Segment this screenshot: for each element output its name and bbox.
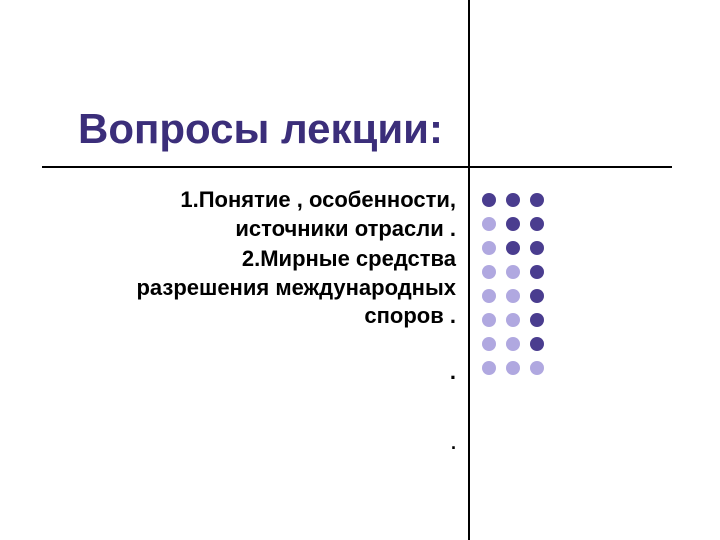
- decorative-dot: [506, 289, 520, 303]
- list-item: 1.Понятие , особенности, источники отрас…: [108, 186, 456, 243]
- dot-row: [482, 289, 544, 303]
- list-item: 2.Мирные средства разрешения международн…: [108, 245, 456, 331]
- decorative-dot: [530, 193, 544, 207]
- trailing-dot: .: [108, 433, 456, 454]
- decorative-dot: [482, 313, 496, 327]
- decorative-dot: [530, 361, 544, 375]
- decorative-dot: [506, 337, 520, 351]
- decorative-dot: [506, 241, 520, 255]
- decorative-dot: [506, 361, 520, 375]
- decorative-dot: [506, 217, 520, 231]
- vertical-rule-bottom: [468, 166, 470, 540]
- slide-title: Вопросы лекции:: [78, 105, 443, 153]
- decorative-dot: [482, 265, 496, 279]
- body-content: 1.Понятие , особенности, источники отрас…: [108, 186, 456, 454]
- dot-row: [482, 265, 544, 279]
- decorative-dot: [506, 193, 520, 207]
- decorative-dot: [482, 289, 496, 303]
- dot-row: [482, 361, 544, 375]
- decorative-dot-grid: [482, 193, 544, 385]
- decorative-dot: [482, 217, 496, 231]
- decorative-dot: [482, 337, 496, 351]
- decorative-dot: [530, 265, 544, 279]
- vertical-rule-top: [468, 0, 470, 166]
- dot-row: [482, 193, 544, 207]
- decorative-dot: [506, 265, 520, 279]
- dot-row: [482, 217, 544, 231]
- dot-row: [482, 337, 544, 351]
- decorative-dot: [482, 193, 496, 207]
- decorative-dot: [482, 241, 496, 255]
- decorative-dot: [530, 217, 544, 231]
- dot-row: [482, 241, 544, 255]
- decorative-dot: [530, 337, 544, 351]
- decorative-dot: [482, 361, 496, 375]
- dot-row: [482, 313, 544, 327]
- horizontal-rule: [42, 166, 672, 168]
- trailing-dot: .: [108, 359, 456, 385]
- decorative-dot: [506, 313, 520, 327]
- decorative-dot: [530, 313, 544, 327]
- decorative-dot: [530, 241, 544, 255]
- decorative-dot: [530, 289, 544, 303]
